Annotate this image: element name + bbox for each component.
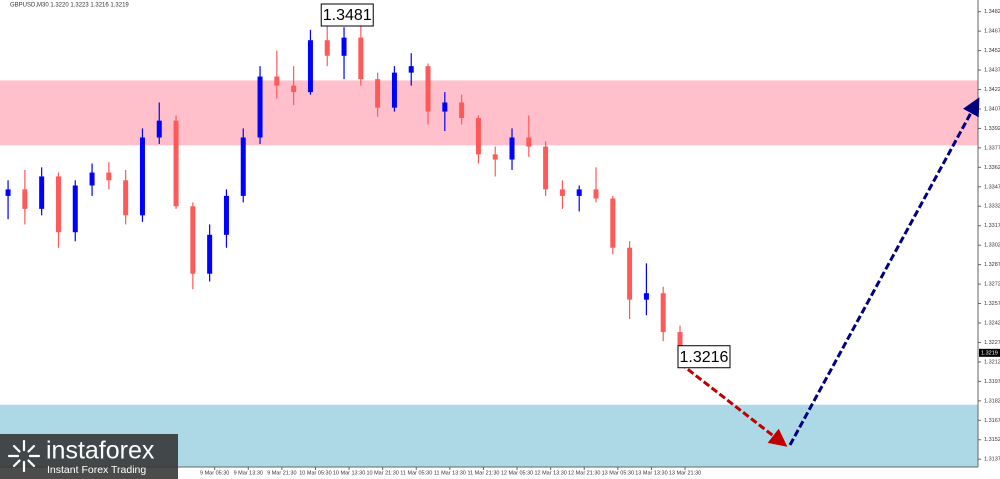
x-tick-label: 9 Mar 05:30 xyxy=(200,470,229,476)
y-tick-label: 1.3287 xyxy=(984,262,1000,268)
y-tick-label: 1.3422 xyxy=(984,87,1000,93)
x-tick-label: 10 Mar 21:30 xyxy=(366,470,398,476)
candle-body xyxy=(72,185,78,233)
candle-body xyxy=(207,234,213,274)
y-tick-label: 1.3332 xyxy=(984,204,1000,210)
y-tick-label: 1.3482 xyxy=(984,9,1000,15)
candle-body xyxy=(425,66,431,112)
candle-body xyxy=(173,120,179,207)
candle-body xyxy=(610,198,616,248)
y-tick-label: 1.3392 xyxy=(984,126,1000,132)
x-tick-label: 13 Mar 21:30 xyxy=(669,470,701,476)
candle-body xyxy=(358,37,364,80)
candle-body xyxy=(543,146,549,190)
x-tick-label: 11 Mar 13:30 xyxy=(434,470,466,476)
candle-body xyxy=(324,40,330,56)
zone xyxy=(0,80,978,146)
candle-body xyxy=(559,189,565,196)
candle-body xyxy=(55,176,61,233)
candle-body xyxy=(139,137,145,216)
candle-body xyxy=(593,189,599,199)
chart-title: GBPUSD,M30 1.3220 1.3223 1.3216 1.3219 xyxy=(10,3,129,9)
annotation-box xyxy=(320,3,374,27)
annotation-box xyxy=(677,345,731,369)
x-tick-label: 12 Mar 21:30 xyxy=(568,470,600,476)
candle-body xyxy=(660,293,666,333)
y-tick-label: 1.3227 xyxy=(984,340,1000,346)
candle-body xyxy=(459,102,465,119)
y-tick-label: 1.3152 xyxy=(984,437,1000,443)
candle-body xyxy=(492,154,498,160)
candle-body xyxy=(307,40,313,93)
y-tick-label: 1.3317 xyxy=(984,223,1000,229)
y-tick-label: 1.3242 xyxy=(984,320,1000,326)
candle-body xyxy=(576,189,582,196)
y-tick-label: 1.3197 xyxy=(984,379,1000,385)
candle-body xyxy=(39,176,45,209)
annotation-label: 1.3216 xyxy=(680,349,729,366)
forecast-arrow xyxy=(788,97,980,446)
candle-body xyxy=(475,118,481,155)
candle-body xyxy=(106,172,112,181)
candle-body xyxy=(223,195,229,235)
logo: instaforex Instant Forex Trading xyxy=(0,434,178,479)
x-tick-label: 13 Mar 13:30 xyxy=(635,470,667,476)
candle-body xyxy=(677,332,683,353)
x-tick-label: 12 Mar 13:30 xyxy=(534,470,566,476)
candle-body xyxy=(274,76,280,86)
candle-body xyxy=(257,76,263,138)
x-tick-label: 12 Mar 05:30 xyxy=(501,470,533,476)
logo-icon xyxy=(7,439,41,473)
candle-body xyxy=(509,137,515,160)
y-tick-label: 1.3302 xyxy=(984,243,1000,249)
x-tick-label: 9 Mar 21:30 xyxy=(267,470,296,476)
candle-body xyxy=(442,102,448,112)
logo-tagline: Instant Forex Trading xyxy=(47,464,146,476)
logo-name: instaforex xyxy=(46,437,155,465)
x-tick-label: 11 Mar 05:30 xyxy=(400,470,432,476)
last-price-label: 1.3219 xyxy=(981,350,998,356)
y-tick-label: 1.3137 xyxy=(984,457,1000,463)
x-tick-label: 9 Mar 13:30 xyxy=(234,470,263,476)
y-tick-label: 1.3272 xyxy=(984,282,1000,288)
y-tick-label: 1.3257 xyxy=(984,301,1000,307)
last-price-box xyxy=(979,348,1000,357)
candle-body xyxy=(291,85,297,93)
y-tick-label: 1.3407 xyxy=(984,106,1000,112)
candle-body xyxy=(156,120,162,138)
candle-body xyxy=(89,172,95,186)
candle-body xyxy=(123,180,129,216)
y-tick-label: 1.3212 xyxy=(984,359,1000,365)
x-tick-label: 13 Mar 05:30 xyxy=(602,470,634,476)
candle-body xyxy=(190,206,196,274)
y-tick-label: 1.3377 xyxy=(984,145,1000,151)
forecast-arrow xyxy=(679,362,788,447)
candle-body xyxy=(526,137,532,147)
y-tick-label: 1.3182 xyxy=(984,398,1000,404)
candle-body xyxy=(408,66,414,73)
y-tick-label: 1.3452 xyxy=(984,48,1000,54)
candle-body xyxy=(341,37,347,56)
x-tick-label: 11 Mar 21:30 xyxy=(467,470,499,476)
y-tick-label: 1.3467 xyxy=(984,29,1000,35)
y-tick-label: 1.3437 xyxy=(984,68,1000,74)
candle-body xyxy=(240,137,246,196)
candle-body xyxy=(627,247,633,300)
candle-body xyxy=(22,189,28,209)
y-tick-label: 1.3347 xyxy=(984,184,1000,190)
candle-body xyxy=(5,189,11,196)
annotation-label: 1.3481 xyxy=(323,7,372,24)
y-tick-label: 1.3167 xyxy=(984,418,1000,424)
x-tick-label: 10 Mar 05:30 xyxy=(299,470,331,476)
candle-body xyxy=(375,79,381,108)
candle-body xyxy=(643,293,649,300)
candle-body xyxy=(391,72,397,108)
y-tick-label: 1.3362 xyxy=(984,165,1000,171)
x-tick-label: 10 Mar 13:30 xyxy=(333,470,365,476)
